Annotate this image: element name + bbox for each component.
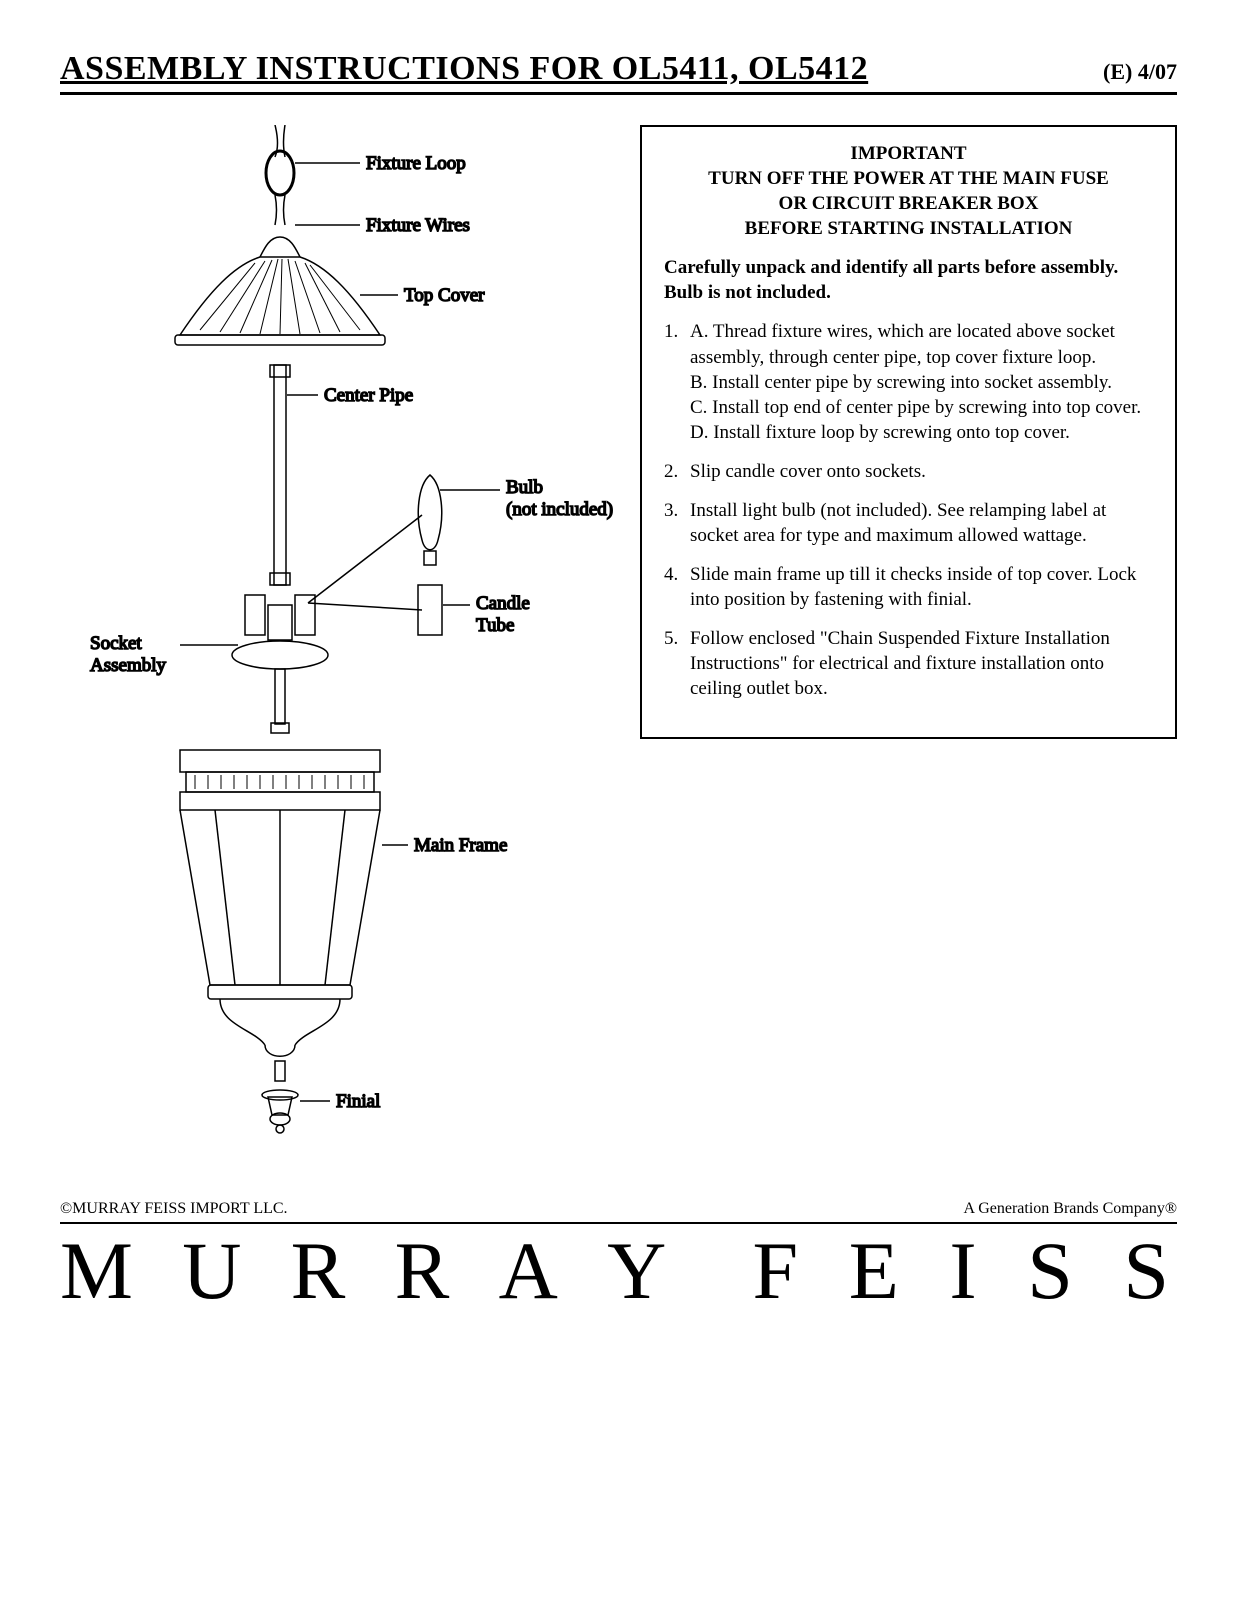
unpack-note: Carefully unpack and identify all parts …	[664, 255, 1153, 305]
step-item: Follow enclosed "Chain Suspended Fixture…	[664, 626, 1153, 701]
label-socket-2: Assembly	[90, 655, 167, 676]
step-list: A. Thread fixture wires, which are locat…	[664, 319, 1153, 701]
brand-logo: MURRAY FEISS	[60, 1230, 1177, 1312]
instructions-box: IMPORTANT TURN OFF THE POWER AT THE MAIN…	[640, 125, 1177, 739]
assembly-diagram: Fixture Loop Fixture Wires	[60, 125, 620, 1165]
label-fixture-loop: Fixture Loop	[366, 153, 466, 174]
page-title: ASSEMBLY INSTRUCTIONS FOR OL5411, OL5412	[60, 50, 868, 88]
diagram-column: Fixture Loop Fixture Wires	[60, 125, 620, 1170]
step-item: Slide main frame up till it checks insid…	[664, 562, 1153, 612]
footer-bar: ©MURRAY FEISS IMPORT LLC. A Generation B…	[60, 1200, 1177, 1224]
main-content: Fixture Loop Fixture Wires	[60, 125, 1177, 1170]
step-item: Install light bulb (not included). See r…	[664, 498, 1153, 548]
label-socket-1: Socket	[90, 633, 142, 654]
step-item: Slip candle cover onto sockets.	[664, 459, 1153, 484]
step-item: A. Thread fixture wires, which are locat…	[664, 319, 1153, 444]
label-bulb-1: Bulb	[506, 477, 543, 498]
important-line: IMPORTANT	[664, 141, 1153, 166]
important-line: BEFORE STARTING INSTALLATION	[664, 216, 1153, 241]
brand-last: FEISS	[753, 1230, 1177, 1312]
label-candle-1: Candle	[476, 593, 530, 614]
brand-first: MURRAY	[60, 1230, 674, 1312]
important-line: OR CIRCUIT BREAKER BOX	[664, 191, 1153, 216]
label-finial: Finial	[336, 1091, 380, 1112]
header: ASSEMBLY INSTRUCTIONS FOR OL5411, OL5412…	[60, 50, 1177, 95]
page-code: (E) 4/07	[1103, 59, 1177, 85]
copyright: ©MURRAY FEISS IMPORT LLC.	[60, 1200, 288, 1218]
label-main-frame: Main Frame	[414, 835, 507, 856]
company-tag: A Generation Brands Company®	[964, 1200, 1177, 1218]
instructions-column: IMPORTANT TURN OFF THE POWER AT THE MAIN…	[640, 125, 1177, 1170]
label-candle-2: Tube	[476, 615, 514, 636]
important-line: TURN OFF THE POWER AT THE MAIN FUSE	[664, 166, 1153, 191]
label-top-cover: Top Cover	[404, 285, 485, 306]
label-bulb-2: (not included)	[506, 499, 613, 520]
label-fixture-wires: Fixture Wires	[366, 215, 470, 236]
important-warning: IMPORTANT TURN OFF THE POWER AT THE MAIN…	[664, 141, 1153, 241]
label-center-pipe: Center Pipe	[324, 385, 413, 406]
